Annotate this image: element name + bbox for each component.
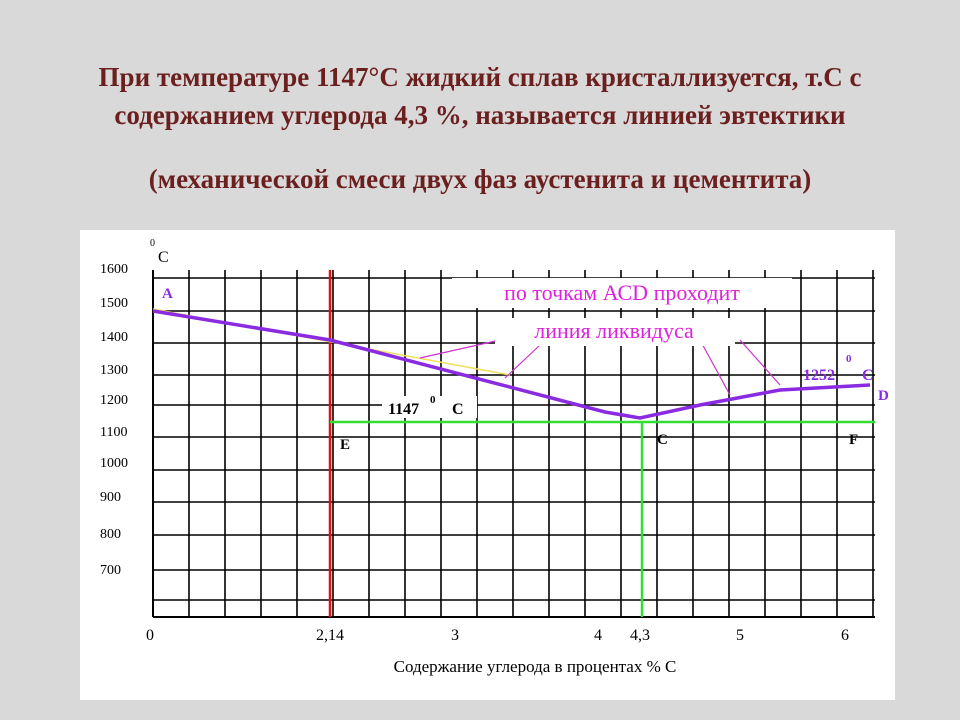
degree: 0 bbox=[846, 353, 852, 365]
title-line: При температуре 1147°С жидкий сплав крис… bbox=[98, 62, 862, 92]
point-label: C bbox=[657, 432, 668, 448]
y-unit: С bbox=[158, 249, 169, 266]
note-bg bbox=[452, 278, 792, 308]
grid bbox=[153, 270, 875, 617]
x-tick-label: 4 bbox=[594, 627, 602, 644]
unit: С bbox=[452, 401, 464, 418]
y-tick-label: 800 bbox=[100, 527, 121, 542]
title-line: (механической смеси двух фаз аустенита и… bbox=[148, 164, 812, 194]
y-tick-label: 1600 bbox=[100, 262, 128, 277]
note: линия ликвидуса bbox=[534, 318, 694, 343]
y-tick-label: 1000 bbox=[100, 456, 128, 471]
y-tick-label: 700 bbox=[100, 563, 121, 578]
x-title: Содержание углерода в процентах % С bbox=[394, 657, 677, 676]
x-tick-label: 3 bbox=[451, 627, 459, 644]
x-tick-label: 4,3 bbox=[630, 627, 650, 644]
d-temp: 1252 bbox=[803, 367, 835, 384]
unit: С bbox=[862, 367, 874, 384]
x-tick-label: 5 bbox=[736, 627, 744, 644]
y-tick-label: 1400 bbox=[100, 330, 128, 345]
y-tick-label: 1500 bbox=[100, 296, 128, 311]
point-label: D bbox=[878, 388, 889, 404]
liquidus bbox=[152, 309, 871, 420]
point-label: A bbox=[162, 286, 173, 302]
y-tick-label: 900 bbox=[100, 490, 121, 505]
note: по точкам АСD проходит bbox=[504, 280, 740, 305]
y-tick-label: 1200 bbox=[100, 393, 128, 408]
x-tick-label: 6 bbox=[841, 627, 849, 644]
y-tick-label: 1100 bbox=[100, 425, 127, 440]
title-line: содержанием углерода 4,3 %, называется л… bbox=[114, 100, 846, 130]
label-bg bbox=[382, 396, 477, 418]
degree: 0 bbox=[150, 238, 155, 249]
note-bg bbox=[495, 318, 735, 346]
degree: 0 bbox=[430, 394, 436, 406]
eutectic-temp: 1147 bbox=[388, 401, 419, 418]
x-tick-label: 0 bbox=[146, 627, 154, 644]
point-label: F bbox=[849, 432, 858, 448]
y-tick-label: 1300 bbox=[100, 363, 128, 378]
diagram-bg bbox=[80, 230, 895, 700]
point-label: E bbox=[340, 437, 350, 453]
leaders bbox=[419, 339, 781, 396]
x-tick-label: 2,14 bbox=[316, 627, 344, 644]
